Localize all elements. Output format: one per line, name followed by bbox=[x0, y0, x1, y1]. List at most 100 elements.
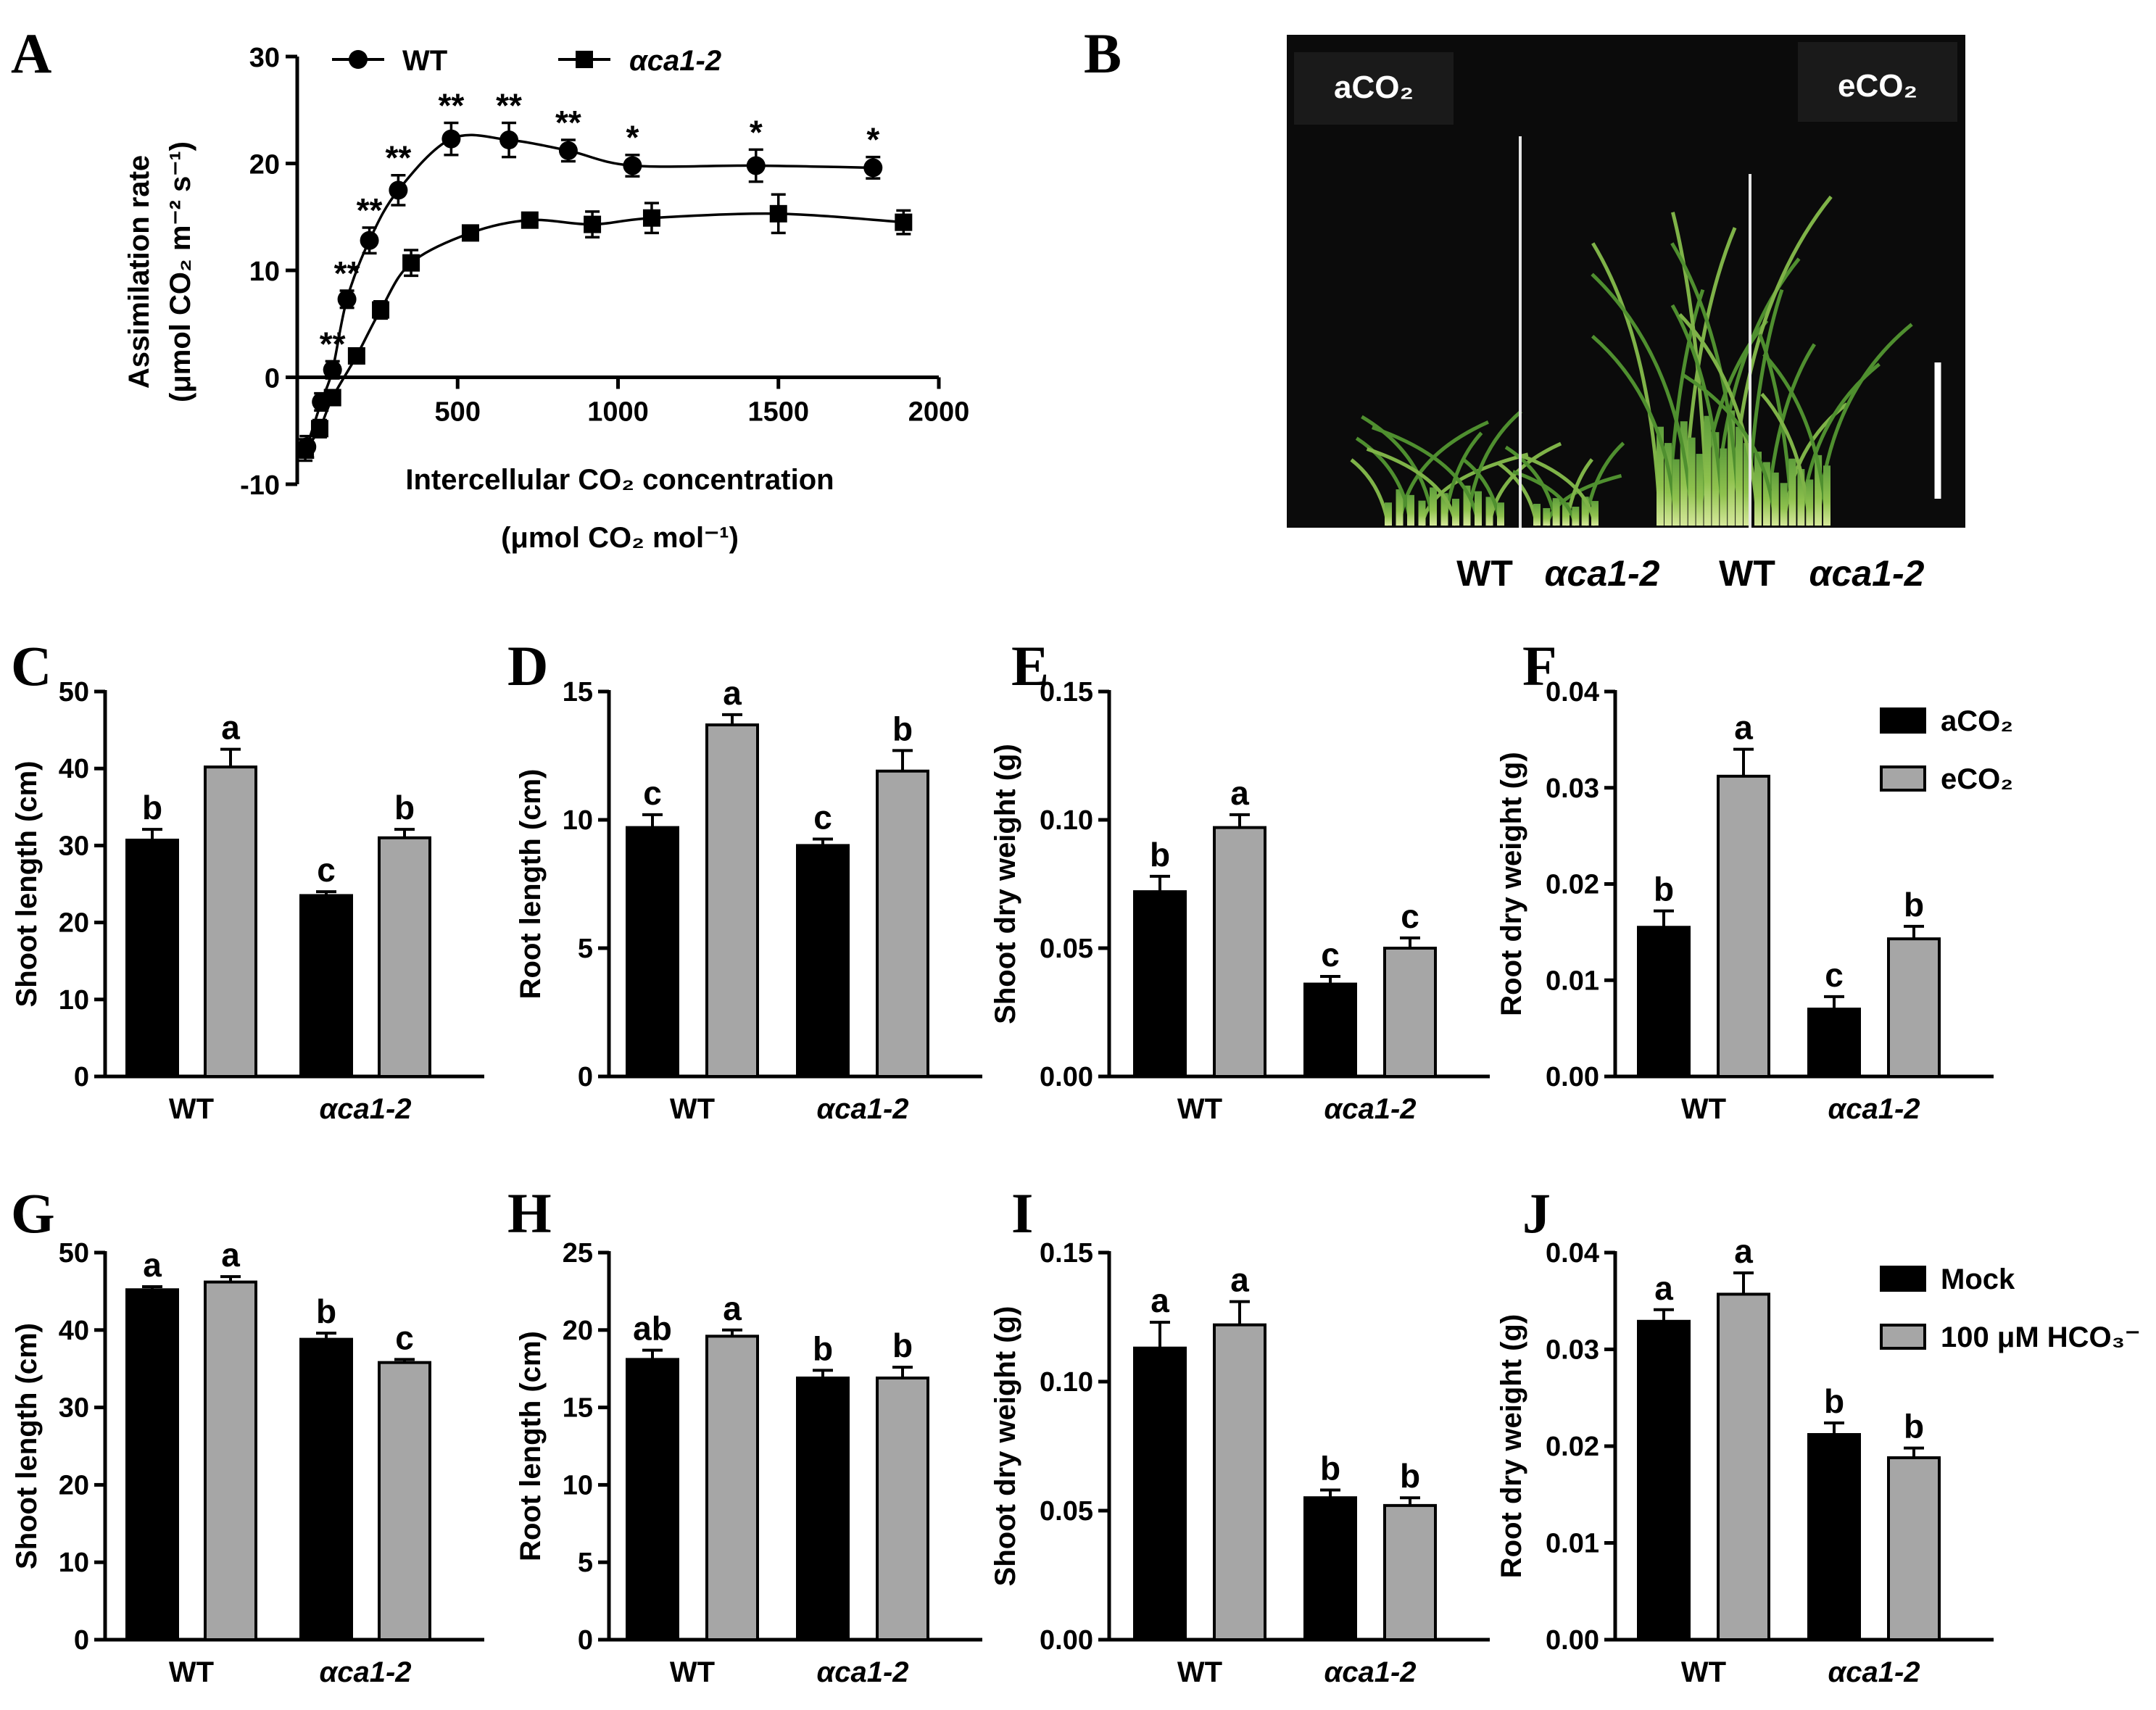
y-axis-title: Root length (cm) bbox=[515, 769, 547, 1000]
significance-letter: a bbox=[1230, 774, 1249, 812]
data-point-mutant bbox=[895, 213, 913, 231]
bar-control bbox=[1807, 1008, 1861, 1078]
panel-label-g: G bbox=[11, 1182, 55, 1245]
stem bbox=[1780, 483, 1788, 526]
significance-letter: a bbox=[1150, 1282, 1169, 1319]
bar-control bbox=[626, 826, 679, 1078]
significance-letter: b bbox=[394, 789, 415, 826]
legend-swatch bbox=[1880, 1266, 1926, 1292]
bar-control bbox=[125, 1288, 179, 1642]
y-tick-label: 10 bbox=[563, 1470, 593, 1501]
stem bbox=[1696, 454, 1704, 526]
y-tick-label: 10 bbox=[563, 805, 593, 836]
y-tick-label: 0.10 bbox=[1040, 805, 1093, 836]
bar-treatment bbox=[378, 836, 431, 1079]
stem bbox=[1728, 410, 1736, 526]
category-label: αca1-2 bbox=[816, 1093, 908, 1125]
bar-control bbox=[1637, 1319, 1691, 1642]
stem bbox=[1497, 502, 1504, 526]
y-tick-label: 0.02 bbox=[1546, 1432, 1599, 1462]
chart-panel-c: 0 10 20 30 40 50 Shoot length (cm) b c a b WT αca1-2 bbox=[11, 677, 484, 1125]
stem bbox=[1806, 479, 1814, 526]
y-tick-label: 0.10 bbox=[1040, 1367, 1093, 1398]
bar-treatment bbox=[1887, 937, 1941, 1078]
legend-swatch bbox=[1880, 707, 1926, 734]
legend-marker-wt bbox=[349, 50, 368, 69]
stem bbox=[1704, 415, 1712, 526]
y-tick-label: 15 bbox=[563, 677, 593, 707]
x-tick-label: 1500 bbox=[747, 397, 809, 428]
significance-letter: b bbox=[892, 710, 913, 747]
photo-caption-mutant-1: αca1-2 bbox=[1545, 553, 1660, 594]
chart-panel-d: 0 5 10 15 Root length (cm) c c a b WT αca1-2 bbox=[515, 674, 982, 1125]
stem bbox=[1672, 459, 1680, 526]
category-label: αca1-2 bbox=[1828, 1656, 1920, 1688]
bar-treatment bbox=[1383, 947, 1437, 1078]
photo-label-eco2: eCO₂ bbox=[1838, 68, 1917, 104]
data-point-wt bbox=[558, 141, 578, 160]
x-tick-label: 500 bbox=[435, 397, 481, 428]
significance-marker: ** bbox=[357, 191, 383, 229]
bar-control bbox=[626, 1358, 679, 1642]
y-tick-label: 0.01 bbox=[1546, 1529, 1599, 1559]
category-label: WT bbox=[670, 1656, 715, 1688]
significance-letter: b bbox=[1904, 1408, 1924, 1445]
stem bbox=[1720, 448, 1728, 526]
y-axis-title: Root dry weight (g) bbox=[1496, 1314, 1527, 1578]
legend-label: Mock bbox=[1941, 1263, 2015, 1295]
stem bbox=[1797, 469, 1805, 526]
category-label: αca1-2 bbox=[319, 1656, 411, 1688]
bar-control bbox=[796, 1377, 850, 1641]
legend-label-wt: WT bbox=[402, 45, 447, 77]
stem bbox=[1418, 500, 1426, 526]
chart-panel-g: 0 10 20 30 40 50 Shoot length (cm) a b a c WT αca1-2 bbox=[11, 1236, 484, 1688]
legend-label: aCO₂ bbox=[1941, 705, 2013, 737]
y-tick-label: 0 bbox=[578, 1625, 593, 1656]
panel-label-i: I bbox=[1011, 1182, 1033, 1245]
y-axis-title: Shoot dry weight (g) bbox=[990, 744, 1021, 1024]
bar-control bbox=[1133, 890, 1187, 1078]
y-tick-label: 20 bbox=[59, 1470, 89, 1501]
data-point-mutant bbox=[461, 224, 479, 242]
bar-control bbox=[1133, 1346, 1187, 1641]
significance-letter: c bbox=[813, 799, 832, 837]
legend-marker-mutant bbox=[576, 51, 593, 68]
panel-label-e: E bbox=[1011, 634, 1049, 697]
y-tick-label: 30 bbox=[249, 43, 280, 73]
significance-marker: * bbox=[626, 119, 639, 157]
photo-label-box-left bbox=[1294, 52, 1454, 125]
chart-panel-j: 0.00 0.01 0.02 0.03 0.04 Root dry weight (g) a… bbox=[1496, 1232, 2140, 1688]
significance-marker: ** bbox=[320, 325, 346, 362]
y-tick-label: 0.03 bbox=[1546, 1335, 1599, 1366]
x-axis-title-line1: Intercellular CO₂ concentration bbox=[405, 464, 834, 496]
significance-marker: ** bbox=[555, 104, 581, 141]
y-tick-label: 10 bbox=[59, 1548, 89, 1578]
category-label: αca1-2 bbox=[1324, 1656, 1416, 1688]
stem bbox=[1552, 498, 1560, 526]
y-tick-label: 0.00 bbox=[1546, 1625, 1599, 1656]
data-point-wt bbox=[623, 156, 642, 175]
stem bbox=[1543, 507, 1551, 526]
significance-letter: b bbox=[892, 1327, 913, 1364]
stem bbox=[1475, 491, 1482, 526]
stem bbox=[1591, 501, 1599, 526]
y-tick-label: 5 bbox=[578, 934, 593, 964]
panel-label-f: F bbox=[1522, 634, 1557, 697]
y-tick-label: 0.05 bbox=[1040, 934, 1093, 964]
data-point-mutant bbox=[521, 211, 539, 229]
significance-letter: a bbox=[1230, 1261, 1249, 1299]
y-tick-label: 50 bbox=[59, 677, 89, 707]
bar-control bbox=[1807, 1432, 1861, 1641]
data-point-wt bbox=[499, 130, 519, 150]
bar-control bbox=[1637, 926, 1691, 1079]
data-point-wt bbox=[441, 129, 461, 149]
category-label: WT bbox=[169, 1656, 214, 1688]
stem bbox=[1754, 452, 1762, 526]
panel-label-b: B bbox=[1084, 22, 1121, 85]
x-tick-label: 1000 bbox=[587, 397, 649, 428]
data-point-wt bbox=[389, 180, 408, 200]
significance-marker: ** bbox=[385, 139, 411, 177]
category-label: αca1-2 bbox=[816, 1656, 908, 1688]
significance-letter: b bbox=[813, 1329, 833, 1367]
significance-letter: a bbox=[1734, 709, 1753, 747]
